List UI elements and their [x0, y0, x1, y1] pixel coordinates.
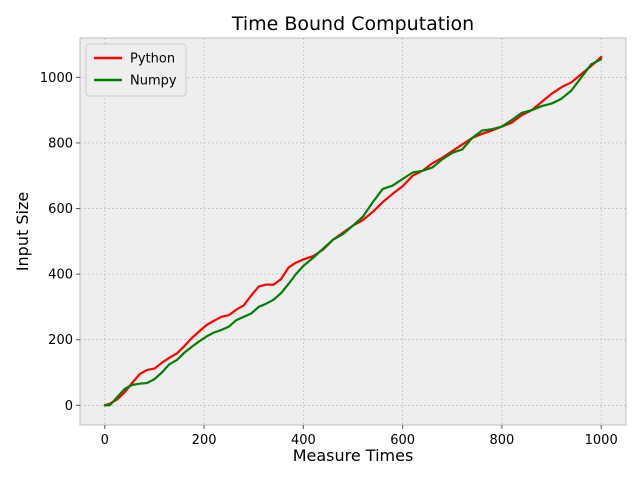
- x-tick-label: 200: [192, 433, 217, 448]
- legend-label: Python: [130, 52, 175, 67]
- y-tick-label: 200: [48, 333, 73, 348]
- y-tick-label: 800: [48, 136, 73, 151]
- plot-area: [79, 37, 627, 426]
- x-axis-ticks: 0 200 400 600 800 1000: [101, 425, 618, 448]
- x-tick-label: 600: [390, 433, 415, 448]
- x-tick-label: 1000: [585, 433, 618, 448]
- x-tick-label: 400: [291, 433, 316, 448]
- series-line-numpy: [103, 58, 603, 407]
- legend: Python Numpy: [85, 43, 187, 97]
- chart-title: Time Bound Computation: [231, 13, 474, 35]
- x-tick-label: 0: [101, 433, 109, 448]
- y-axis-label: Input Size: [13, 192, 32, 271]
- x-axis-label: Measure Times: [293, 446, 414, 465]
- y-tick-label: 400: [48, 268, 73, 283]
- grid: [80, 38, 626, 425]
- series-lines: [103, 55, 603, 407]
- y-tick-label: 600: [48, 202, 73, 217]
- x-tick-label: 800: [489, 433, 514, 448]
- y-tick-label: 1000: [40, 71, 73, 86]
- y-tick-label: 0: [65, 399, 73, 414]
- y-axis-ticks: 0 200 400 600 800 1000: [40, 71, 80, 414]
- legend-label: Numpy: [130, 74, 177, 89]
